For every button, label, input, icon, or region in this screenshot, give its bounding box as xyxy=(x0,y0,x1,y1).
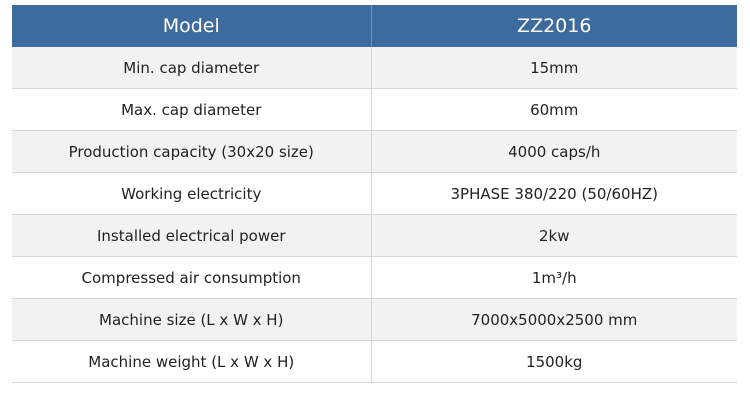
spec-value: 7000x5000x2500 mm xyxy=(371,298,737,341)
table-row: Machine size (L x W x H) 7000x5000x2500 m… xyxy=(12,298,737,341)
spec-value: 60mm xyxy=(371,88,737,131)
table-row: Max. cap diameter 60mm xyxy=(12,88,737,131)
spec-value: 4000 caps/h xyxy=(371,130,737,173)
spec-label: Compressed air consumption xyxy=(12,256,372,299)
spec-value: 1m³/h xyxy=(371,256,737,299)
spec-value: 1500kg xyxy=(371,340,737,383)
spec-label: Machine weight (L x W x H) xyxy=(12,340,372,383)
spec-label: Machine size (L x W x H) xyxy=(12,298,372,341)
spec-label: Production capacity (30x20 size) xyxy=(12,130,372,173)
spec-label: Min. cap diameter xyxy=(12,47,372,89)
table-row: Machine weight (L x W x H) 1500kg xyxy=(12,340,737,383)
spec-label: Installed electrical power xyxy=(12,214,372,257)
table-body: Min. cap diameter 15mm Max. cap diameter 60… xyxy=(12,47,737,383)
spec-value: 15mm xyxy=(371,47,737,89)
table-row: Installed electrical power 2kw xyxy=(12,214,737,257)
table-row: Working electricity 3PHASE 380/220 (50/60… xyxy=(12,172,737,215)
spec-table: Model ZZ2016 Min. cap diameter 15mm Max. c… xyxy=(12,5,737,383)
spec-label: Max. cap diameter xyxy=(12,88,372,131)
table-row: Compressed air consumption 1m³/h xyxy=(12,256,737,299)
header-cell: ZZ2016 xyxy=(371,5,737,47)
header-row: Model ZZ2016 xyxy=(12,5,737,47)
spec-label: Working electricity xyxy=(12,172,372,215)
header-cell: Model xyxy=(12,5,372,47)
spec-value: 2kw xyxy=(371,214,737,257)
table-row: Min. cap diameter 15mm xyxy=(12,47,737,89)
table-header: Model ZZ2016 xyxy=(12,5,737,47)
spec-value: 3PHASE 380/220 (50/60HZ) xyxy=(371,172,737,215)
table-row: Production capacity (30x20 size) 4000 cap… xyxy=(12,130,737,173)
